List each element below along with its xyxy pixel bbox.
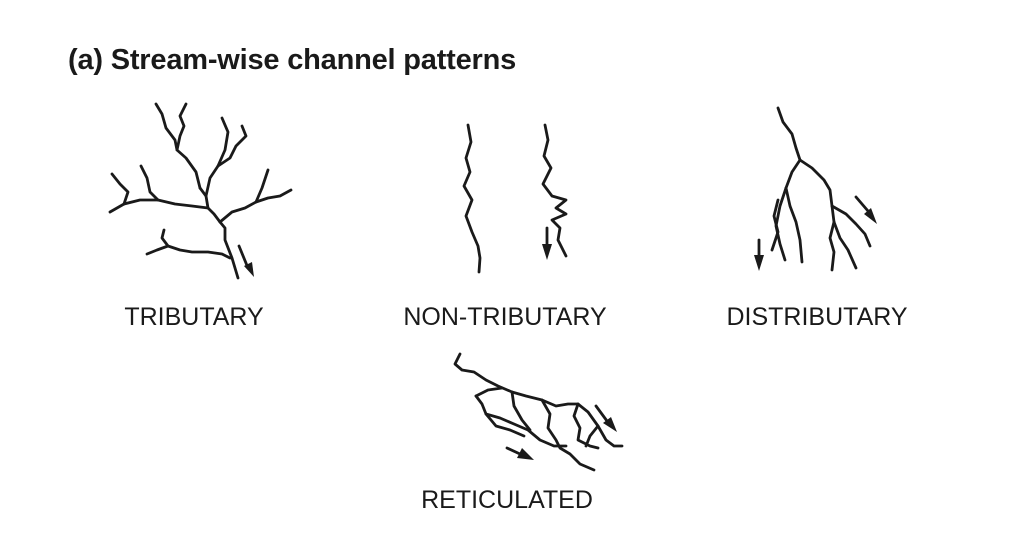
tributary-label: TRIBUTARY: [124, 303, 264, 331]
non-tributary-label: NON-TRIBUTARY: [403, 303, 607, 331]
non-tributary-pattern: [462, 123, 568, 274]
reticulated-pattern: [453, 352, 624, 472]
distributary-pattern: [754, 106, 877, 272]
reticulated-label: RETICULATED: [421, 486, 593, 514]
tributary-pattern: [108, 102, 293, 280]
distributary-label: DISTRIBUTARY: [726, 303, 908, 331]
figure-title: (a) Stream-wise channel patterns: [68, 44, 517, 76]
